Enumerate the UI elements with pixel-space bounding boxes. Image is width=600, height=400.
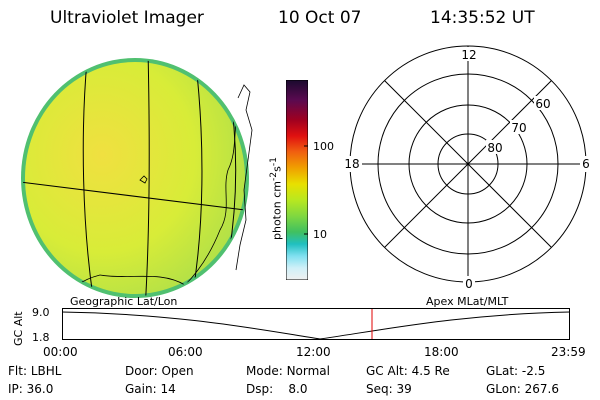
meridian-line — [144, 60, 150, 296]
mode-status: Mode: Normal — [246, 364, 330, 378]
mlt-18-label: 18 — [344, 157, 359, 171]
mlt-12-label: 12 — [461, 48, 476, 62]
date-label: 10 Oct 07 — [278, 8, 362, 28]
glat-status: GLat: -2.5 — [486, 364, 546, 378]
map-projection-label: Geographic Lat/Lon — [70, 295, 178, 308]
altitude-ytick-top: 9.0 — [32, 306, 50, 319]
gain-status: Gain: 14 — [125, 382, 176, 396]
door-status: Door: Open — [125, 364, 194, 378]
time-tick-1800: 18:00 — [424, 345, 459, 359]
latitude-line — [23, 181, 246, 211]
altitude-plot — [62, 308, 570, 340]
meridian-line — [82, 60, 96, 296]
glon-status: GLon: 267.6 — [486, 382, 559, 396]
dsp-status: Dsp: 8.0 — [246, 382, 308, 396]
instrument-title: Ultraviolet Imager — [50, 8, 204, 28]
colorbar-unit-label: photon cm-2s-1 — [268, 157, 284, 240]
ip-status: IP: 36.0 — [8, 382, 54, 396]
time-tick-0600: 06:00 — [168, 345, 203, 359]
time-tick-2359: 23:59 — [551, 345, 586, 359]
polar-projection-label: Apex MLat/MLT — [426, 295, 509, 308]
mlt-6-label: 6 — [582, 157, 590, 171]
mlt-0-label: 0 — [465, 277, 473, 291]
time-tick-1200: 12:00 — [296, 345, 331, 359]
coastline — [235, 84, 253, 271]
gc-alt-status: GC Alt: 4.5 Re — [366, 364, 450, 378]
colorbar-scale — [285, 79, 309, 281]
colorbar-tick-10: 10 — [313, 228, 327, 241]
earth-uv-image — [21, 58, 253, 298]
altitude-ylabel: GC Alt — [12, 311, 25, 346]
coastline — [59, 99, 241, 296]
lat-80-label: 80 — [487, 141, 502, 155]
coastline — [139, 175, 148, 184]
altitude-ytick-bottom: 1.8 — [32, 331, 50, 344]
colorbar — [285, 79, 309, 281]
lat-60-label: 60 — [535, 97, 550, 111]
time-label: 14:35:52 UT — [430, 8, 535, 28]
seq-status: Seq: 39 — [366, 382, 412, 396]
colorbar-tick-100: 100 — [313, 140, 334, 153]
polar-mlat-mlt-plot: 12 18 6 0 60 70 80 — [342, 45, 594, 291]
filter-status: Flt: LBHL — [8, 364, 62, 378]
time-tick-0000: 00:00 — [43, 345, 78, 359]
altitude-curve — [62, 311, 570, 340]
lat-70-label: 70 — [511, 121, 526, 135]
